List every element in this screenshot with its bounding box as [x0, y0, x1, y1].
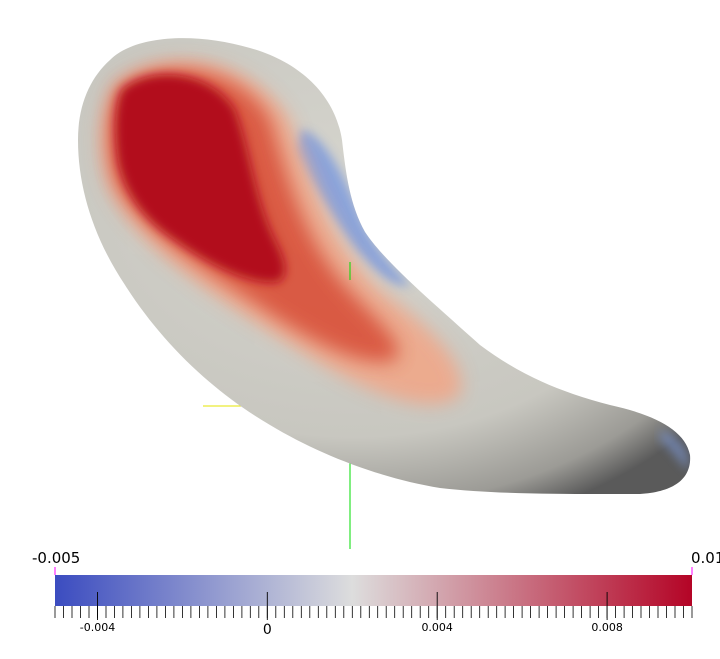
- surface-cool-region: [295, 130, 410, 286]
- colorbar-major-ticks: -0.004 0 0.004 0.008: [80, 592, 623, 638]
- colorbar-tick-label: 0.004: [421, 621, 453, 634]
- colorbar-min-label: -0.005: [32, 549, 80, 567]
- colorbar-gradient: [55, 575, 692, 606]
- colorbar-minor-ticks: [54, 606, 693, 618]
- surface-warm-core-region: [115, 74, 286, 283]
- colorbar-max-label: 0.01: [691, 549, 720, 567]
- colorbar-tick-label: 0.008: [591, 621, 623, 634]
- surface-mesh[interactable]: [78, 38, 691, 495]
- colorbar: -0.004 0 0.004 0.008 -0.005 0.01: [32, 549, 720, 638]
- colorbar-tick-label: 0: [263, 622, 272, 638]
- colorbar-tick-label: -0.004: [80, 621, 115, 634]
- surface-cool-patch-tip: [660, 430, 689, 470]
